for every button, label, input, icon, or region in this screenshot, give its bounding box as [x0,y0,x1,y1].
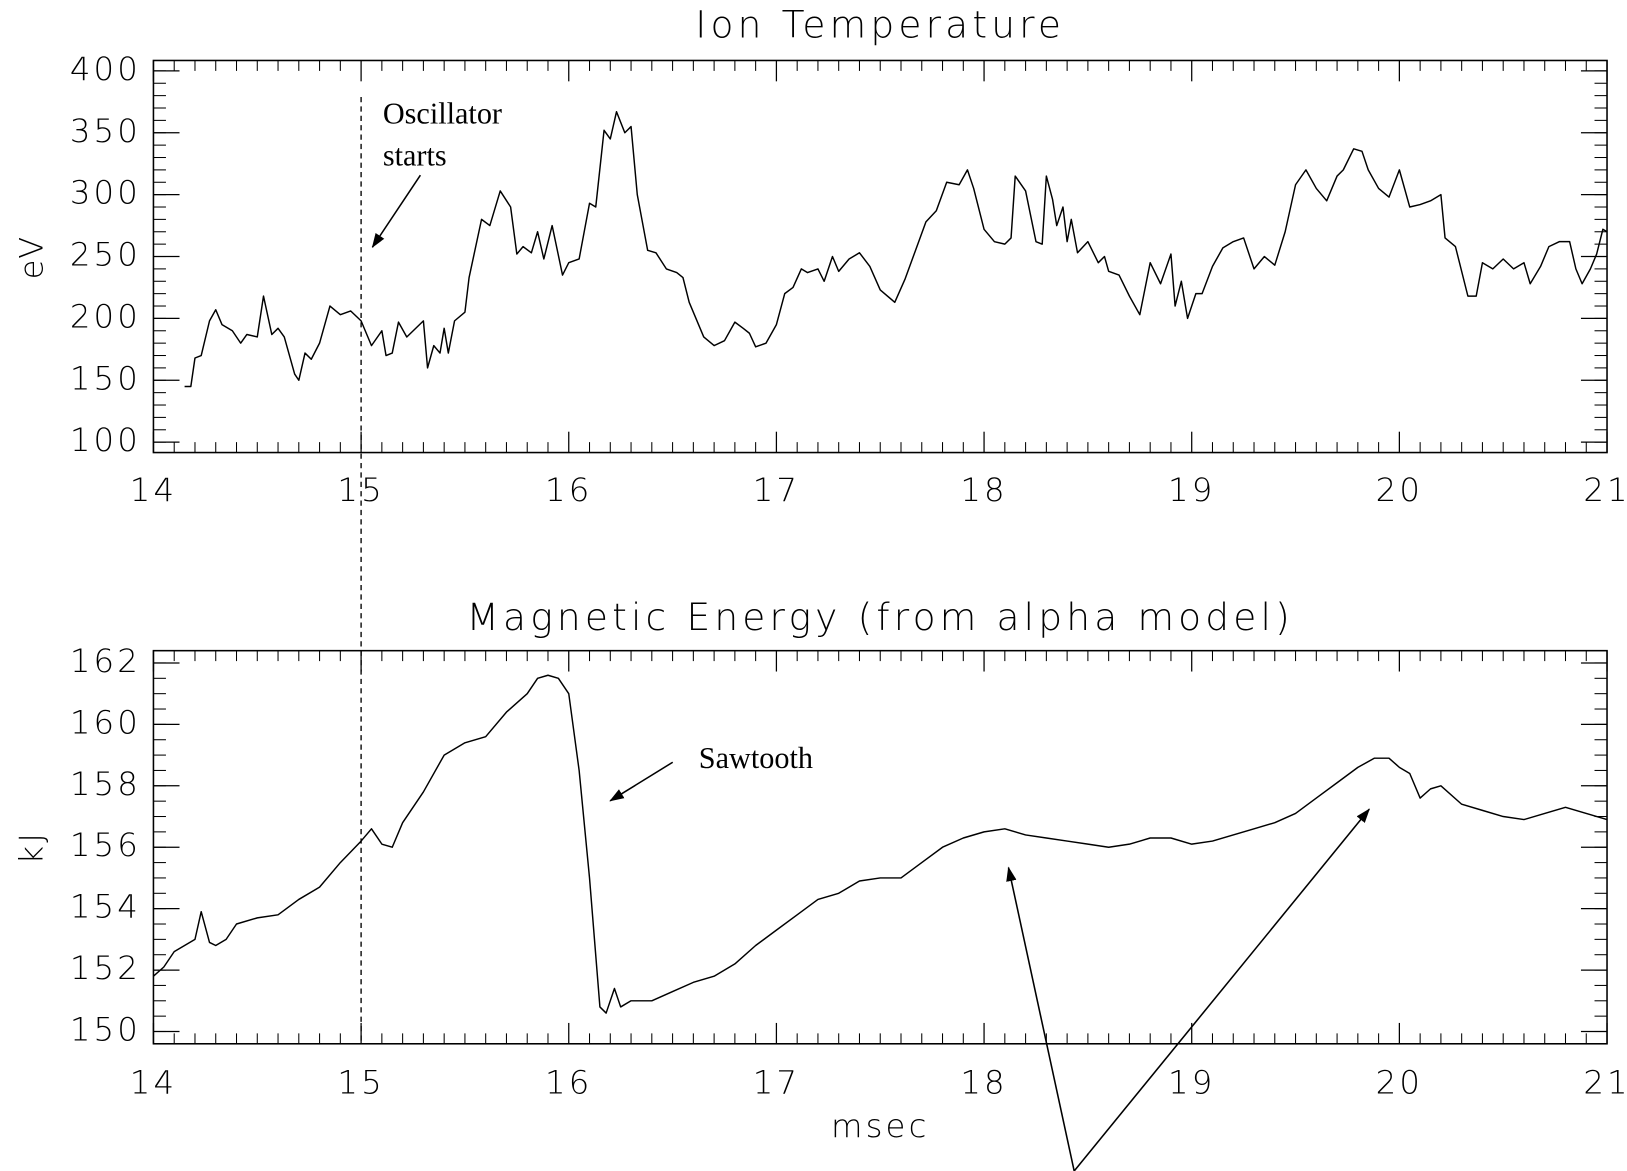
y-tick-label: 350 [70,112,141,150]
chart-title: Ion Temperature [695,3,1065,47]
chart-title: Magnetic Energy (from alpha model) [467,595,1294,639]
y-axis-label: eV [13,234,51,280]
x-tick-label: 20 [1376,1063,1423,1101]
x-tick-label: 20 [1376,471,1423,509]
annotation: Oscillator [383,97,502,131]
y-tick-label: 158 [70,765,141,803]
x-tick-label: 19 [1168,1063,1215,1101]
x-tick-label: 18 [960,471,1007,509]
plot-frame [152,59,1608,454]
y-tick-label: 300 [70,174,141,212]
y-tick-label: 156 [70,826,141,864]
x-tick-label: 17 [753,1063,800,1101]
x-tick-label: 19 [1168,471,1215,509]
arrow [1006,866,1075,1171]
x-tick-label: 21 [1583,471,1627,509]
y-tick-label: 150 [70,1011,141,1049]
y-tick-label: 100 [70,421,141,459]
arrow [609,761,674,802]
annotation: starts [383,138,447,172]
data-line [184,110,1608,388]
x-tick-label: 14 [130,1063,177,1101]
x-axis-label: msec [831,1107,929,1145]
x-tick-label: 15 [337,471,384,509]
y-tick-label: 250 [70,236,141,274]
y-axis-label: kJ [13,830,51,865]
y-tick-label: 152 [70,949,141,987]
plot-frame [152,649,1608,1045]
y-tick-label: 154 [70,888,141,926]
x-tick-label: 14 [130,471,177,509]
x-tick-label: 18 [960,1063,1007,1101]
y-tick-label: 150 [70,359,141,397]
x-tick-label: 16 [545,1063,592,1101]
x-tick-label: 16 [545,471,592,509]
data-line [152,674,1608,1014]
annotation: Sawtooth [699,741,813,775]
x-tick-label: 15 [337,1063,384,1101]
arrow [1073,808,1370,1171]
x-tick-label: 21 [1583,1063,1627,1101]
arrow [371,174,422,248]
y-tick-label: 162 [70,642,141,680]
x-tick-label: 17 [753,471,800,509]
y-tick-label: 200 [70,297,141,335]
y-tick-label: 400 [70,50,141,88]
y-tick-label: 160 [70,703,141,741]
